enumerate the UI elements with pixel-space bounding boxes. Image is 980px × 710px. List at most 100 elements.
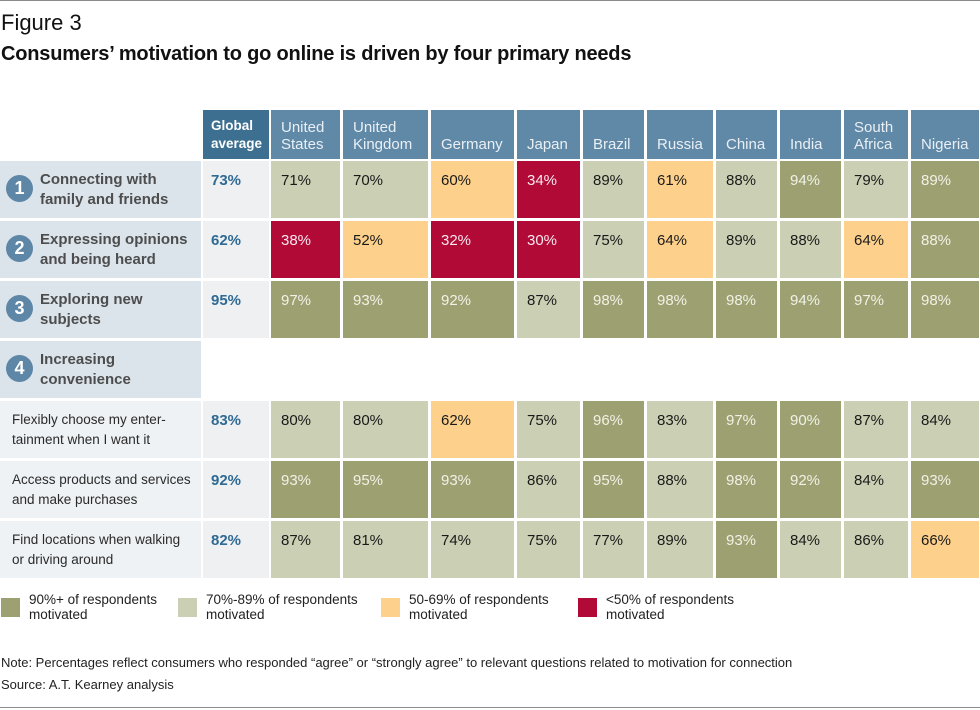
value-cell-japan: 34% xyxy=(517,161,580,218)
value-cell-japan: 75% xyxy=(517,521,580,578)
sub-need-label: Flexibly choose my enter-tainment when I… xyxy=(12,412,166,447)
value-cell-russia: 88% xyxy=(647,461,713,518)
value-cell-united-kingdom: 80% xyxy=(343,401,428,458)
value-cell-united-states: 38% xyxy=(271,221,340,278)
number-badge-icon: 3 xyxy=(6,295,33,322)
value-cell-india: 94% xyxy=(780,161,841,218)
column-header-brazil: Brazil xyxy=(583,110,644,159)
value-cell-united-kingdom: 81% xyxy=(343,521,428,578)
number-badge-icon: 4 xyxy=(6,355,33,382)
chart-title: Consumers’ motivation to go online is dr… xyxy=(1,43,632,65)
value-cell-india: 88% xyxy=(780,221,841,278)
legend-item-c0: <50% of respondents motivated xyxy=(578,592,768,624)
global-average-cell: 62% xyxy=(203,221,269,278)
value-cell-nigeria: 93% xyxy=(911,461,979,518)
column-header-label: Germany xyxy=(441,136,503,153)
column-header-label: Nigeria xyxy=(921,136,969,153)
value-cell-south-africa: 97% xyxy=(844,281,908,338)
column-header-south-africa: South Africa xyxy=(844,110,908,159)
number-badge-icon: 2 xyxy=(6,235,33,262)
value-cell-united-states: 80% xyxy=(271,401,340,458)
column-header-india: India xyxy=(780,110,841,159)
need-label: Expressing opinions and being heard xyxy=(40,231,188,268)
value-cell-brazil: 89% xyxy=(583,161,644,218)
value-cell-south-africa: 79% xyxy=(844,161,908,218)
value-cell-south-africa: 87% xyxy=(844,401,908,458)
legend-swatch xyxy=(578,598,597,617)
column-header-global-average: Global average xyxy=(203,110,269,159)
value-cell-russia: 64% xyxy=(647,221,713,278)
column-header-united-kingdom: United Kingdom xyxy=(343,110,428,159)
column-header-japan: Japan xyxy=(517,110,580,159)
value-cell-united-states: 93% xyxy=(271,461,340,518)
column-header-label: United Kingdom xyxy=(353,119,413,153)
need-label: Connecting with family and friends xyxy=(40,171,169,208)
value-cell-brazil: 77% xyxy=(583,521,644,578)
value-cell-nigeria: 89% xyxy=(911,161,979,218)
value-cell-japan: 86% xyxy=(517,461,580,518)
column-header-label: Japan xyxy=(527,136,568,153)
legend-swatch xyxy=(381,598,400,617)
column-header-label: Global average xyxy=(211,118,263,151)
row-label-0: 1 Connecting with family and friends xyxy=(0,161,201,218)
row-label-6: Find locations when walking or driving ar… xyxy=(0,521,201,578)
value-cell-nigeria: 84% xyxy=(911,401,979,458)
value-cell-japan: 30% xyxy=(517,221,580,278)
value-cell-japan: 87% xyxy=(517,281,580,338)
value-cell-china: 98% xyxy=(716,281,777,338)
top-rule xyxy=(0,0,980,1)
column-header-label: United States xyxy=(281,119,325,153)
value-cell-china: 97% xyxy=(716,401,777,458)
legend-item-c50: 50-69% of respondents motivated xyxy=(381,592,571,624)
need-label: Increasing convenience xyxy=(40,351,131,388)
value-cell-nigeria: 66% xyxy=(911,521,979,578)
column-header-russia: Russia xyxy=(647,110,713,159)
legend-label: <50% of respondents motivated xyxy=(606,592,734,622)
value-cell-united-kingdom: 52% xyxy=(343,221,428,278)
value-cell-nigeria: 98% xyxy=(911,281,979,338)
row-label-5: Access products and services and make pur… xyxy=(0,461,201,518)
need-label: Exploring new subjects xyxy=(40,291,143,328)
value-cell-china: 93% xyxy=(716,521,777,578)
value-cell-united-kingdom: 95% xyxy=(343,461,428,518)
bottom-rule xyxy=(0,707,980,708)
value-cell-brazil: 96% xyxy=(583,401,644,458)
value-cell-brazil: 75% xyxy=(583,221,644,278)
global-average-cell: 82% xyxy=(203,521,269,578)
value-cell-united-states: 71% xyxy=(271,161,340,218)
global-average-cell: 73% xyxy=(203,161,269,218)
row-label-3: 4 Increasing convenience xyxy=(0,341,201,398)
sub-need-label: Access products and services and make pur… xyxy=(12,472,191,507)
note-text: Note: Percentages reflect consumers who … xyxy=(1,655,793,670)
number-badge-icon: 1 xyxy=(6,175,33,202)
row-label-4: Flexibly choose my enter-tainment when I… xyxy=(0,401,201,458)
global-average-cell: 83% xyxy=(203,401,269,458)
value-cell-india: 94% xyxy=(780,281,841,338)
value-cell-india: 92% xyxy=(780,461,841,518)
motivation-table: Global average United States United Kingdom Ge… xyxy=(0,110,979,578)
legend-label: 70%-89% of respondents motivated xyxy=(206,592,358,622)
value-cell-china: 88% xyxy=(716,161,777,218)
source-text: Source: A.T. Kearney analysis xyxy=(1,677,174,692)
row-label-1: 2 Expressing opinions and being heard xyxy=(0,221,201,278)
legend-item-c70: 70%-89% of respondents motivated xyxy=(178,592,368,624)
value-cell-germany: 62% xyxy=(431,401,514,458)
value-cell-russia: 61% xyxy=(647,161,713,218)
value-cell-russia: 83% xyxy=(647,401,713,458)
value-cell-germany: 32% xyxy=(431,221,514,278)
value-cell-south-africa: 84% xyxy=(844,461,908,518)
value-cell-germany: 93% xyxy=(431,461,514,518)
value-cell-brazil: 95% xyxy=(583,461,644,518)
global-average-cell: 95% xyxy=(203,281,269,338)
value-cell-nigeria: 88% xyxy=(911,221,979,278)
legend-swatch xyxy=(178,598,197,617)
column-header-label: India xyxy=(790,136,823,153)
value-cell-japan: 75% xyxy=(517,401,580,458)
value-cell-united-states: 87% xyxy=(271,521,340,578)
value-cell-germany: 74% xyxy=(431,521,514,578)
column-header-nigeria: Nigeria xyxy=(911,110,979,159)
value-cell-south-africa: 64% xyxy=(844,221,908,278)
value-cell-china: 89% xyxy=(716,221,777,278)
row-label-2: 3 Exploring new subjects xyxy=(0,281,201,338)
figure-label: Figure 3 xyxy=(1,10,82,35)
